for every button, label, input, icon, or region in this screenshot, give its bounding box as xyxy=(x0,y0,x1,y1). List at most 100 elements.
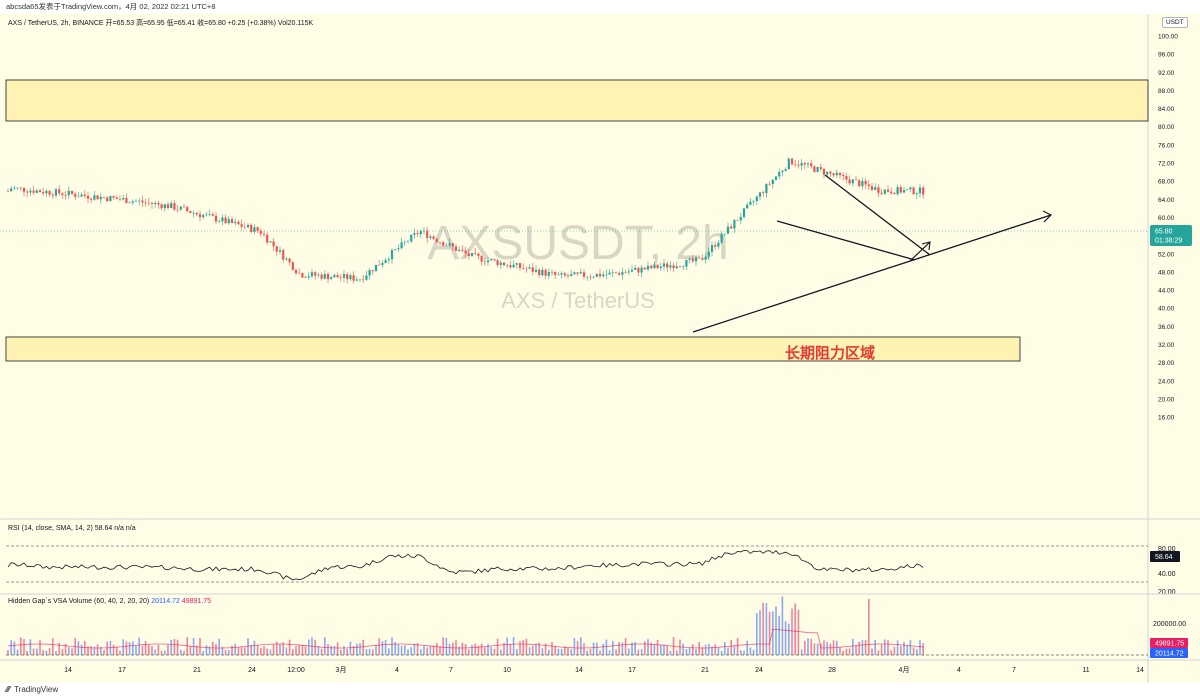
volume-bar xyxy=(442,637,444,655)
volume-bar xyxy=(794,603,796,655)
volume-bar xyxy=(893,646,896,655)
candle-body xyxy=(432,236,435,239)
candles xyxy=(6,157,925,284)
volume-bar xyxy=(212,641,214,655)
chart-canvas[interactable]: 长期阻力区域 AXSUSDT, 2h AXS / TetherUS 100.00… xyxy=(0,14,1200,683)
volume-bar xyxy=(698,642,700,655)
volume-bar xyxy=(183,650,185,655)
candle-body xyxy=(38,190,42,193)
price-tick: 88.00 xyxy=(1158,88,1175,95)
volume-bar xyxy=(644,641,646,655)
candle-body xyxy=(845,176,848,180)
volume-bar xyxy=(432,645,435,655)
candle-body xyxy=(272,241,275,247)
candle-body xyxy=(451,243,454,247)
currency-button[interactable]: USDT xyxy=(1162,17,1188,28)
wedge-upper-line[interactable] xyxy=(824,174,931,256)
candle-body xyxy=(13,187,16,189)
volume-bar xyxy=(749,647,752,655)
volume-bar xyxy=(762,603,764,655)
volume-bar xyxy=(112,644,115,655)
volume-bar xyxy=(375,645,377,655)
rsi-legend[interactable]: RSI (14, close, SMA, 14, 2) 58.64 n/a n/… xyxy=(8,525,136,532)
chart-area[interactable]: 长期阻力区域 AXSUSDT, 2h AXS / TetherUS 100.00… xyxy=(0,14,1200,683)
candle-body xyxy=(922,187,925,195)
candle-body xyxy=(301,273,304,278)
volume-tick: 200000.00 xyxy=(1153,621,1186,628)
upper-zone[interactable] xyxy=(5,79,1149,122)
candle-body xyxy=(438,242,442,243)
candle-body xyxy=(870,186,874,190)
candle-body xyxy=(35,190,38,193)
candle-body xyxy=(528,267,531,269)
volume-bar xyxy=(733,646,736,655)
candle-body xyxy=(16,187,19,189)
volume-bar xyxy=(58,642,60,655)
candle-body xyxy=(710,245,714,252)
candle-body xyxy=(790,158,794,165)
publish-header: abcsda65发表于TradingView.com，4月 02, 2022 0… xyxy=(0,0,1200,14)
candle-body xyxy=(662,263,666,267)
candle-body xyxy=(854,179,858,181)
wedge-lower-line[interactable] xyxy=(776,220,916,261)
volume-legend-blue: 20114.72 xyxy=(151,598,180,605)
candle-body xyxy=(822,168,826,175)
candle-body xyxy=(778,172,781,177)
candle-body xyxy=(157,202,160,205)
volume-bar xyxy=(48,647,51,655)
volume-bar xyxy=(157,644,160,655)
candle-body xyxy=(547,271,550,276)
candle-body xyxy=(234,221,237,223)
candle-body xyxy=(669,265,672,268)
breakout-arrow[interactable] xyxy=(909,241,931,262)
volume-legend-red: 49891.75 xyxy=(181,598,212,605)
candle-body xyxy=(829,171,832,174)
candle-body xyxy=(538,269,541,276)
time-axis[interactable]: 14 17 21 24 12:00 3月 4 7 10 14 17 21 24 28 4月 4 7 11 14 xyxy=(64,666,1144,674)
candle-body xyxy=(838,172,842,176)
volume-bar xyxy=(148,645,150,655)
candle-body xyxy=(883,189,886,194)
candle-body xyxy=(742,208,746,217)
candle-body xyxy=(67,190,70,196)
volume-bar xyxy=(736,638,739,655)
time-tick: 28 xyxy=(828,667,836,674)
volume-bar xyxy=(429,646,432,655)
candle-body xyxy=(294,269,298,274)
volume-bar xyxy=(436,643,438,655)
volume-bar xyxy=(541,648,544,655)
rsi-tick-20: 20.00 xyxy=(1158,589,1176,596)
volume-bar xyxy=(346,648,348,655)
volume-bar xyxy=(388,648,390,655)
candle-body xyxy=(106,197,109,201)
candle-body xyxy=(602,274,605,277)
volume-bar xyxy=(205,645,208,655)
volume-bar xyxy=(874,639,876,655)
lower-zone[interactable] xyxy=(5,336,1021,362)
candle-body xyxy=(691,258,694,262)
volume-bar xyxy=(820,643,822,655)
volume-bar xyxy=(637,649,640,655)
volume-bar xyxy=(256,645,259,655)
volume-bar xyxy=(605,639,608,655)
candle-body xyxy=(557,274,560,276)
trend-drawings[interactable] xyxy=(692,174,1053,333)
volume-blue-label: 20114.72 xyxy=(1155,651,1184,658)
rising-support-line[interactable] xyxy=(692,214,1052,333)
candle-body xyxy=(467,253,470,257)
candle-body xyxy=(762,192,765,194)
volume-bar xyxy=(813,643,816,655)
projection-arrowhead xyxy=(1042,210,1053,223)
candle-body xyxy=(278,250,282,252)
volume-legend[interactable]: Hidden Gap`s VSA Volume (60, 40, 2, 20, … xyxy=(8,598,211,605)
candle-body xyxy=(518,263,522,268)
volume-bar xyxy=(260,647,262,655)
price-tick: 76.00 xyxy=(1158,142,1175,149)
volume-bar xyxy=(746,640,748,655)
volume-bar xyxy=(343,646,345,655)
candle-body xyxy=(416,233,419,235)
candle-body xyxy=(48,190,51,195)
time-tick: 24 xyxy=(248,667,256,674)
candle-body xyxy=(64,194,67,196)
volume-bar xyxy=(538,642,540,655)
